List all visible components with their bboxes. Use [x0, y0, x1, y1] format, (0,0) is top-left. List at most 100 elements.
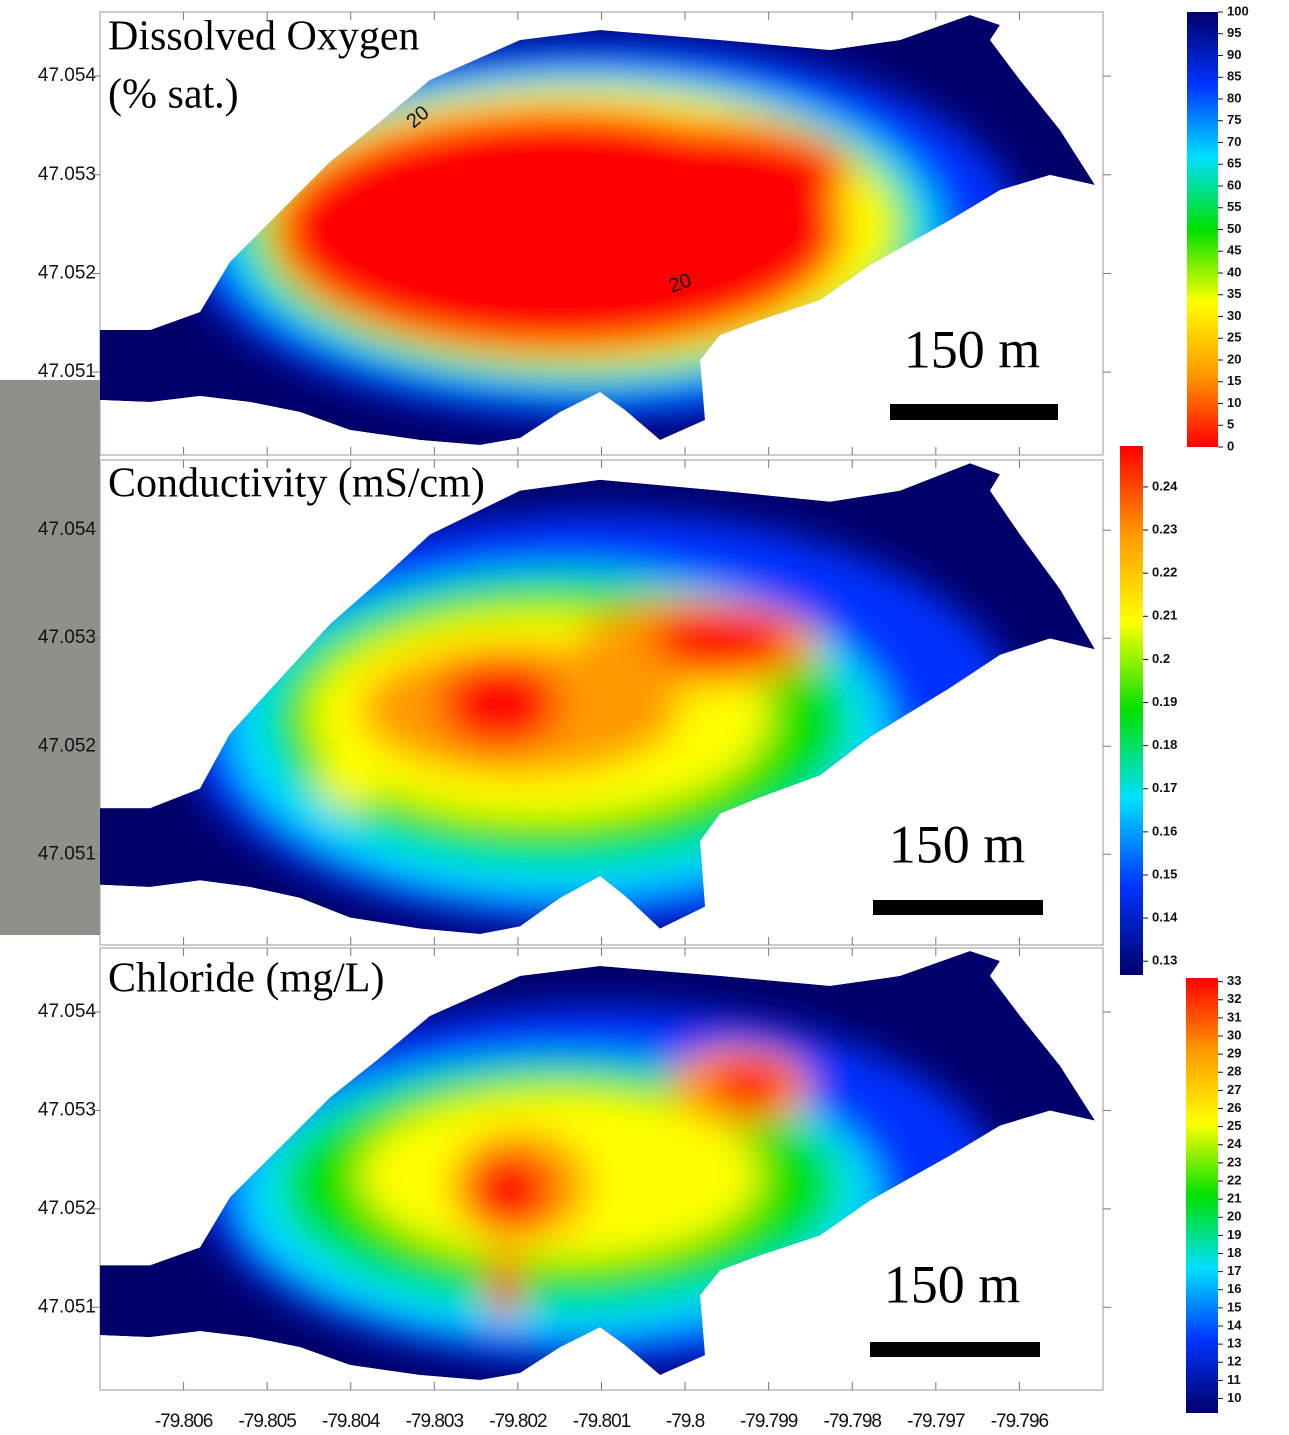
panel-title: Chloride (mg/L) [108, 956, 384, 1002]
colorbar-tick-label: 31 [1227, 1009, 1241, 1024]
y-tick-label: 47.054 [38, 519, 97, 540]
colorbar-tick-label: 65 [1227, 156, 1241, 171]
panel-title: Conductivity (mS/cm) [108, 461, 485, 507]
y-tick-label: 47.053 [38, 164, 96, 185]
colorbar-tick-label: 21 [1227, 1191, 1241, 1206]
y-tick-label: 47.054 [38, 1001, 97, 1022]
colorbar-tick-label: 0.13 [1152, 953, 1177, 968]
colorbar-tick-label: 0.19 [1152, 694, 1177, 709]
colorbar-tick-label: 17 [1227, 1263, 1241, 1278]
field-blob [320, 742, 380, 809]
colorbar [1120, 446, 1143, 975]
colorbar-tick-label: 29 [1227, 1046, 1241, 1061]
colorbar-tick-label: 40 [1227, 264, 1241, 279]
y-tick-label: 47.052 [38, 1198, 96, 1219]
colorbar-tick-label: 45 [1227, 243, 1241, 258]
colorbar-tick-label: 85 [1227, 69, 1241, 84]
x-tick-label: -79.805 [238, 1411, 296, 1432]
scale-bar [870, 1342, 1040, 1357]
colorbar-tick-label: 35 [1227, 286, 1241, 301]
colorbar-tick-label: 25 [1227, 330, 1241, 345]
y-tick-label: 47.051 [38, 361, 96, 382]
field-blob [440, 660, 560, 748]
colorbar-tick-label: 25 [1227, 1118, 1241, 1133]
y-tick-label: 47.053 [38, 627, 96, 648]
colorbar-tick-label: 23 [1227, 1154, 1241, 1169]
colorbar [1187, 12, 1218, 447]
colorbar-tick-label: 16 [1227, 1281, 1241, 1296]
colorbar-tick-label: 0.24 [1152, 478, 1178, 493]
colorbar-tick-label: 22 [1227, 1172, 1241, 1187]
scale-bar-label: 150 m [884, 1254, 1021, 1314]
colorbar-tick-label: 0.14 [1152, 910, 1178, 925]
scale-bar [890, 404, 1058, 420]
scale-bar-label: 150 m [889, 814, 1026, 874]
y-tick-label: 47.054 [38, 65, 97, 86]
colorbar-tick-label: 10 [1227, 1390, 1241, 1405]
colorbar-tick-label: 30 [1227, 1027, 1241, 1042]
colorbar-tick-label: 12 [1227, 1354, 1241, 1369]
colorbar-tick-label: 0.17 [1152, 780, 1177, 795]
colorbar-tick-label: 15 [1227, 1299, 1241, 1314]
field-blob [710, 1060, 790, 1111]
colorbar-tick-label: 19 [1227, 1227, 1241, 1242]
colorbar-tick-label: 0.23 [1152, 522, 1177, 537]
colorbar-tick-label: 14 [1227, 1317, 1242, 1332]
colorbar-tick-label: 11 [1227, 1372, 1241, 1387]
colorbar-tick-label: 20 [1227, 1209, 1241, 1224]
colorbar-tick-label: 24 [1227, 1136, 1242, 1151]
field [100, 950, 1095, 1381]
y-tick-label: 47.051 [38, 1296, 96, 1317]
colorbar-tick-label: 27 [1227, 1082, 1241, 1097]
x-tick-label: -79.797 [907, 1411, 965, 1432]
colorbar-tick-label: 0.16 [1152, 823, 1177, 838]
colorbar-tick-label: 55 [1227, 199, 1241, 214]
colorbar-tick-label: 13 [1227, 1336, 1241, 1351]
colorbar-tick-label: 28 [1227, 1064, 1241, 1079]
field-blob [550, 122, 850, 222]
colorbar-tick-label: 0.15 [1152, 866, 1177, 881]
y-tick-label: 47.051 [38, 843, 96, 864]
scale-bar [873, 900, 1043, 915]
photo-strip [0, 380, 100, 935]
colorbar-tick-label: 0.18 [1152, 737, 1177, 752]
colorbar [1186, 978, 1218, 1413]
field-blur [200, 1005, 1000, 1366]
colorbar-tick-label: 33 [1227, 973, 1241, 988]
colorbar-tick-label: 90 [1227, 47, 1241, 62]
y-tick-label: 47.053 [38, 1099, 96, 1120]
colorbar-tick-label: 60 [1227, 177, 1241, 192]
colorbar-tick-label: 26 [1227, 1100, 1241, 1115]
x-tick-label: -79.803 [406, 1411, 464, 1432]
y-tick-label: 47.052 [38, 735, 96, 756]
y-tick-label: 47.052 [38, 262, 96, 283]
colorbar-tick-label: 32 [1227, 991, 1241, 1006]
colorbar-tick-label: 0 [1227, 438, 1234, 453]
x-tick-label: -79.798 [824, 1411, 882, 1432]
x-tick-label: -79.799 [740, 1411, 798, 1432]
field-blob [470, 1150, 550, 1231]
colorbar-tick-label: 18 [1227, 1245, 1241, 1260]
field-blob [650, 605, 790, 672]
x-tick-label: -79.806 [155, 1411, 213, 1432]
scale-bar-label: 150 m [904, 319, 1041, 379]
x-tick-label: -79.801 [573, 1411, 631, 1432]
colorbar-tick-label: 20 [1227, 351, 1241, 366]
colorbar-tick-label: 80 [1227, 90, 1241, 105]
panel-subtitle: (% sat.) [108, 72, 239, 118]
colorbar-tick-label: 0.21 [1152, 608, 1177, 623]
colorbar-tick-label: 15 [1227, 373, 1241, 388]
field-blob [490, 1250, 520, 1321]
colorbar-tick-label: 0.22 [1152, 565, 1177, 580]
colorbar-tick-label: 5 [1227, 417, 1234, 432]
x-tick-label: -79.802 [489, 1411, 547, 1432]
x-tick-label: -79.804 [322, 1411, 381, 1432]
colorbar-tick-label: 10 [1227, 395, 1241, 410]
colorbar-tick-label: 70 [1227, 134, 1241, 149]
colorbar-tick-label: 50 [1227, 221, 1241, 236]
panel-title: Dissolved Oxygen [108, 14, 419, 60]
colorbar-tick-label: 75 [1227, 112, 1241, 127]
colorbar-tick-label: 95 [1227, 25, 1241, 40]
colorbar-tick-label: 100 [1227, 3, 1249, 18]
